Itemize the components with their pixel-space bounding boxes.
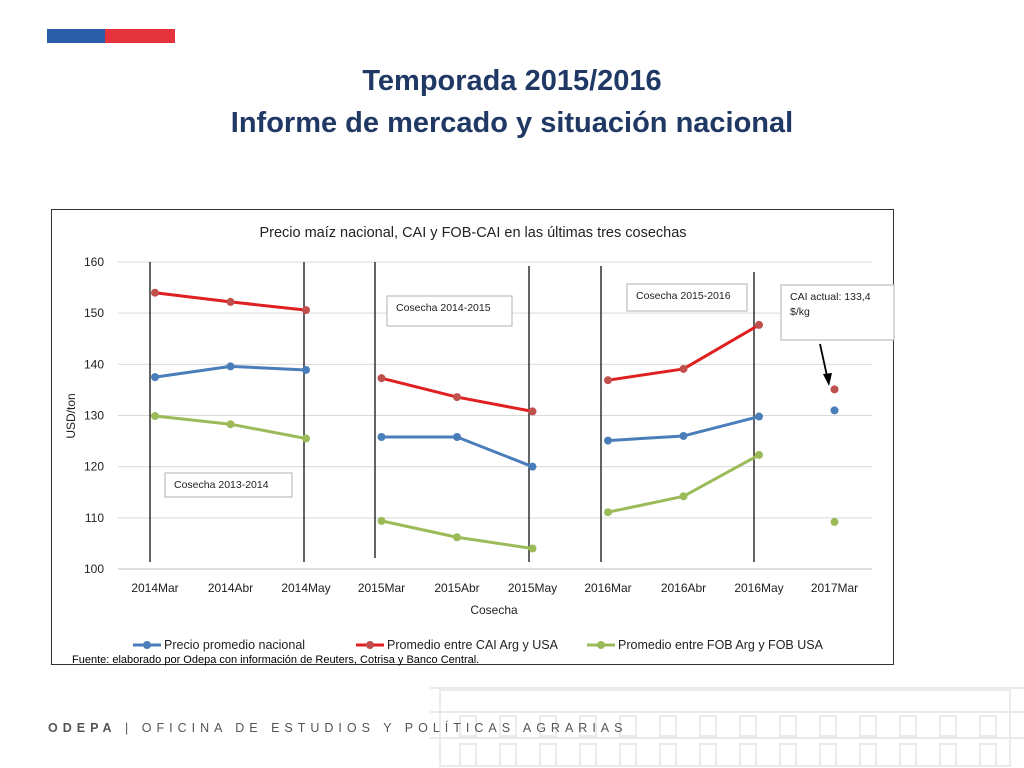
x-tick-label: 2016Abr (661, 581, 706, 595)
y-tick-label: 140 (84, 357, 104, 371)
footer-separator: | (125, 721, 134, 735)
data-point (377, 516, 386, 525)
y-tick-label: 160 (84, 255, 104, 269)
y-tick-label: 110 (85, 511, 104, 525)
data-point (830, 406, 839, 415)
x-tick-label: 2015Abr (434, 581, 479, 595)
x-tick-label: 2016Mar (584, 581, 631, 595)
cosecha-2013-annotation-label: Cosecha 2013-2014 (174, 479, 269, 491)
cai-current-annotation-box (780, 284, 895, 341)
flag-red-stripe (105, 29, 175, 43)
legend-swatch-marker (366, 641, 374, 649)
data-point (302, 434, 310, 443)
cai-current-annotation-label: $/kg (790, 306, 810, 318)
legend-label: Promedio entre FOB Arg y FOB USA (618, 638, 824, 652)
footer: ODEPA | OFICINA DE ESTUDIOS Y POLÍTICAS … (48, 721, 627, 735)
slide-title: Temporada 2015/2016 (362, 65, 662, 97)
x-tick-label: 2014Abr (208, 581, 253, 595)
data-point (528, 544, 537, 553)
cosecha-2015-annotation-label: Cosecha 2015-2016 (636, 290, 731, 302)
legend-label: Precio promedio nacional (164, 638, 305, 652)
data-point (377, 432, 386, 441)
data-point (604, 376, 612, 385)
data-point (679, 431, 688, 440)
data-point (151, 288, 159, 297)
y-tick-label: 150 (84, 306, 104, 320)
cai-current-annotation-label: CAI actual: 133,4 (790, 291, 871, 303)
data-point (755, 450, 763, 459)
chart-title: Precio maíz nacional, CAI y FOB-CAI en l… (259, 225, 686, 241)
y-tick-label: 120 (84, 460, 104, 474)
footer-text: OFICINA DE ESTUDIOS Y POLÍTICAS AGRARIAS (141, 721, 628, 735)
slide-subtitle: Informe de mercado y situación nacional (230, 107, 794, 139)
data-point (226, 297, 235, 306)
data-point (151, 373, 159, 382)
cai-arrow-shaft (819, 343, 828, 377)
x-tick-label: 2017Mar (811, 581, 858, 595)
data-point (830, 517, 839, 526)
data-point (679, 492, 688, 501)
x-tick-label: 2015May (508, 581, 557, 595)
flag-blue-stripe (47, 29, 105, 43)
y-tick-label: 100 (84, 562, 104, 576)
series-line (381, 435, 534, 469)
x-tick-label: 2014Mar (131, 581, 178, 595)
x-tick-label: 2015Mar (358, 581, 405, 595)
data-point (151, 412, 159, 421)
data-point (453, 432, 461, 441)
data-point (302, 365, 310, 374)
data-point (377, 374, 386, 383)
x-tick-label: 2014May (281, 581, 330, 595)
data-point (302, 306, 310, 315)
cosecha-2014-annotation-label: Cosecha 2014-2015 (396, 302, 491, 314)
legend-swatch-marker (143, 641, 151, 649)
y-axis-title: USD/ton (64, 393, 78, 438)
series-line (607, 453, 760, 514)
data-point (453, 393, 461, 402)
maize-price-chart: Cosecha 2013-2014 Cosecha 2014-2015 Cosech… (64, 225, 895, 652)
cosecha-2013-annotation-box (164, 472, 293, 498)
y-tick-label: 130 (84, 409, 104, 423)
building-watermark (430, 687, 1024, 767)
cai-arrow-head (823, 373, 832, 386)
data-point (604, 508, 612, 517)
data-point (755, 320, 763, 329)
chart-frame: Cosecha 2013-2014 Cosecha 2014-2015 Cosech… (51, 209, 895, 665)
data-point (604, 436, 612, 445)
x-axis-title: Cosecha (470, 603, 518, 617)
cosecha-2015-annotation-box (626, 283, 748, 312)
data-point (528, 462, 537, 471)
footer-org: ODEPA (48, 721, 117, 735)
legend-label: Promedio entre CAI Arg y USA (387, 638, 559, 652)
data-point (226, 420, 235, 429)
x-tick-label: 2016May (734, 581, 783, 595)
legend-swatch-marker (597, 641, 605, 649)
cosecha-2014-annotation-box (386, 295, 513, 327)
data-point (755, 412, 763, 421)
data-point (226, 362, 235, 371)
data-point (528, 407, 537, 416)
data-point (679, 364, 688, 373)
source-note: Fuente: elaborado por Odepa con informac… (72, 654, 480, 666)
data-point (830, 385, 839, 394)
data-point (453, 533, 461, 542)
